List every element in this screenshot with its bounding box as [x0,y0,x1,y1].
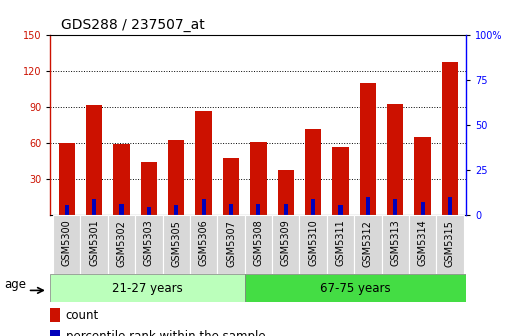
Text: GSM5309: GSM5309 [281,220,291,266]
Text: GSM5301: GSM5301 [89,220,99,266]
FancyBboxPatch shape [81,215,108,274]
Bar [414,137,431,215]
Text: GSM5302: GSM5302 [117,220,127,267]
Bar [201,200,206,215]
Text: GSM5315: GSM5315 [445,220,455,267]
Bar [244,274,466,302]
Bar [58,143,75,215]
Text: percentile rank within the sample: percentile rank within the sample [66,330,266,336]
FancyBboxPatch shape [299,215,327,274]
FancyBboxPatch shape [272,215,299,274]
Text: GSM5308: GSM5308 [253,220,263,266]
Bar [147,207,151,215]
FancyBboxPatch shape [382,215,409,274]
FancyBboxPatch shape [53,215,81,274]
Bar [442,61,458,215]
Text: GSM5312: GSM5312 [363,220,373,267]
Bar [311,200,315,215]
Bar [305,129,321,215]
FancyBboxPatch shape [108,215,135,274]
FancyBboxPatch shape [190,215,217,274]
Bar [65,205,69,215]
Text: GSM5314: GSM5314 [418,220,428,266]
Text: 21-27 years: 21-27 years [112,282,183,295]
Text: age: age [4,278,26,291]
Bar [92,200,96,215]
Bar [229,204,233,215]
Bar [196,111,212,215]
Bar [339,205,342,215]
Text: GSM5300: GSM5300 [62,220,72,266]
Text: GSM5306: GSM5306 [199,220,209,266]
Bar [50,274,244,302]
Bar [50,308,59,322]
FancyBboxPatch shape [409,215,436,274]
FancyBboxPatch shape [217,215,245,274]
Bar [448,197,452,215]
Bar [86,105,102,215]
Bar [223,158,239,215]
Text: GSM5313: GSM5313 [390,220,400,266]
Bar [50,330,59,336]
FancyBboxPatch shape [436,215,464,274]
Bar [168,139,184,215]
Bar [332,147,349,215]
Text: 67-75 years: 67-75 years [320,282,391,295]
Bar [278,169,294,215]
Text: GSM5311: GSM5311 [335,220,346,266]
Text: GSM5310: GSM5310 [308,220,318,266]
Text: GSM5305: GSM5305 [171,220,181,267]
FancyBboxPatch shape [327,215,354,274]
FancyBboxPatch shape [135,215,163,274]
Bar [140,162,157,215]
Text: GSM5303: GSM5303 [144,220,154,266]
Bar [250,142,267,215]
Text: GDS288 / 237507_at: GDS288 / 237507_at [61,18,205,32]
FancyBboxPatch shape [245,215,272,274]
FancyBboxPatch shape [354,215,382,274]
Bar [119,204,123,215]
Bar [420,202,425,215]
Bar [366,197,370,215]
Bar [360,83,376,215]
Bar [284,204,288,215]
Bar [393,200,398,215]
Text: GSM5307: GSM5307 [226,220,236,267]
Bar [174,205,178,215]
Bar [113,144,130,215]
Bar [387,103,403,215]
Text: count: count [66,308,99,322]
FancyBboxPatch shape [163,215,190,274]
Bar [257,204,260,215]
